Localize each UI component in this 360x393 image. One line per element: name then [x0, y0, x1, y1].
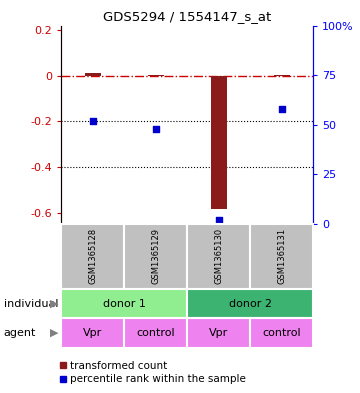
- Bar: [187, 289, 313, 318]
- Text: GSM1365131: GSM1365131: [277, 228, 286, 285]
- Bar: [85, 73, 100, 76]
- Bar: [211, 76, 226, 209]
- Text: Vpr: Vpr: [209, 328, 228, 338]
- Text: donor 2: donor 2: [229, 299, 272, 309]
- Title: GDS5294 / 1554147_s_at: GDS5294 / 1554147_s_at: [103, 10, 271, 23]
- Bar: [61, 224, 124, 289]
- Bar: [274, 75, 289, 76]
- Bar: [61, 318, 124, 348]
- Legend: transformed count, percentile rank within the sample: transformed count, percentile rank withi…: [55, 357, 250, 388]
- Text: ▶: ▶: [50, 328, 59, 338]
- Text: control: control: [262, 328, 301, 338]
- Text: Vpr: Vpr: [83, 328, 102, 338]
- Bar: [250, 224, 313, 289]
- Point: [153, 126, 159, 132]
- Text: control: control: [136, 328, 175, 338]
- Text: GSM1365129: GSM1365129: [151, 228, 160, 285]
- Bar: [187, 318, 250, 348]
- Bar: [148, 75, 163, 76]
- Bar: [61, 289, 187, 318]
- Bar: [250, 318, 313, 348]
- Text: individual: individual: [4, 299, 58, 309]
- Bar: [187, 224, 250, 289]
- Bar: [124, 224, 187, 289]
- Text: GSM1365128: GSM1365128: [88, 228, 97, 285]
- Point: [279, 106, 285, 112]
- Text: donor 1: donor 1: [103, 299, 146, 309]
- Bar: [124, 318, 187, 348]
- Text: ▶: ▶: [50, 299, 59, 309]
- Text: GSM1365130: GSM1365130: [214, 228, 223, 285]
- Text: agent: agent: [4, 328, 36, 338]
- Point: [216, 217, 222, 223]
- Point: [90, 118, 96, 124]
